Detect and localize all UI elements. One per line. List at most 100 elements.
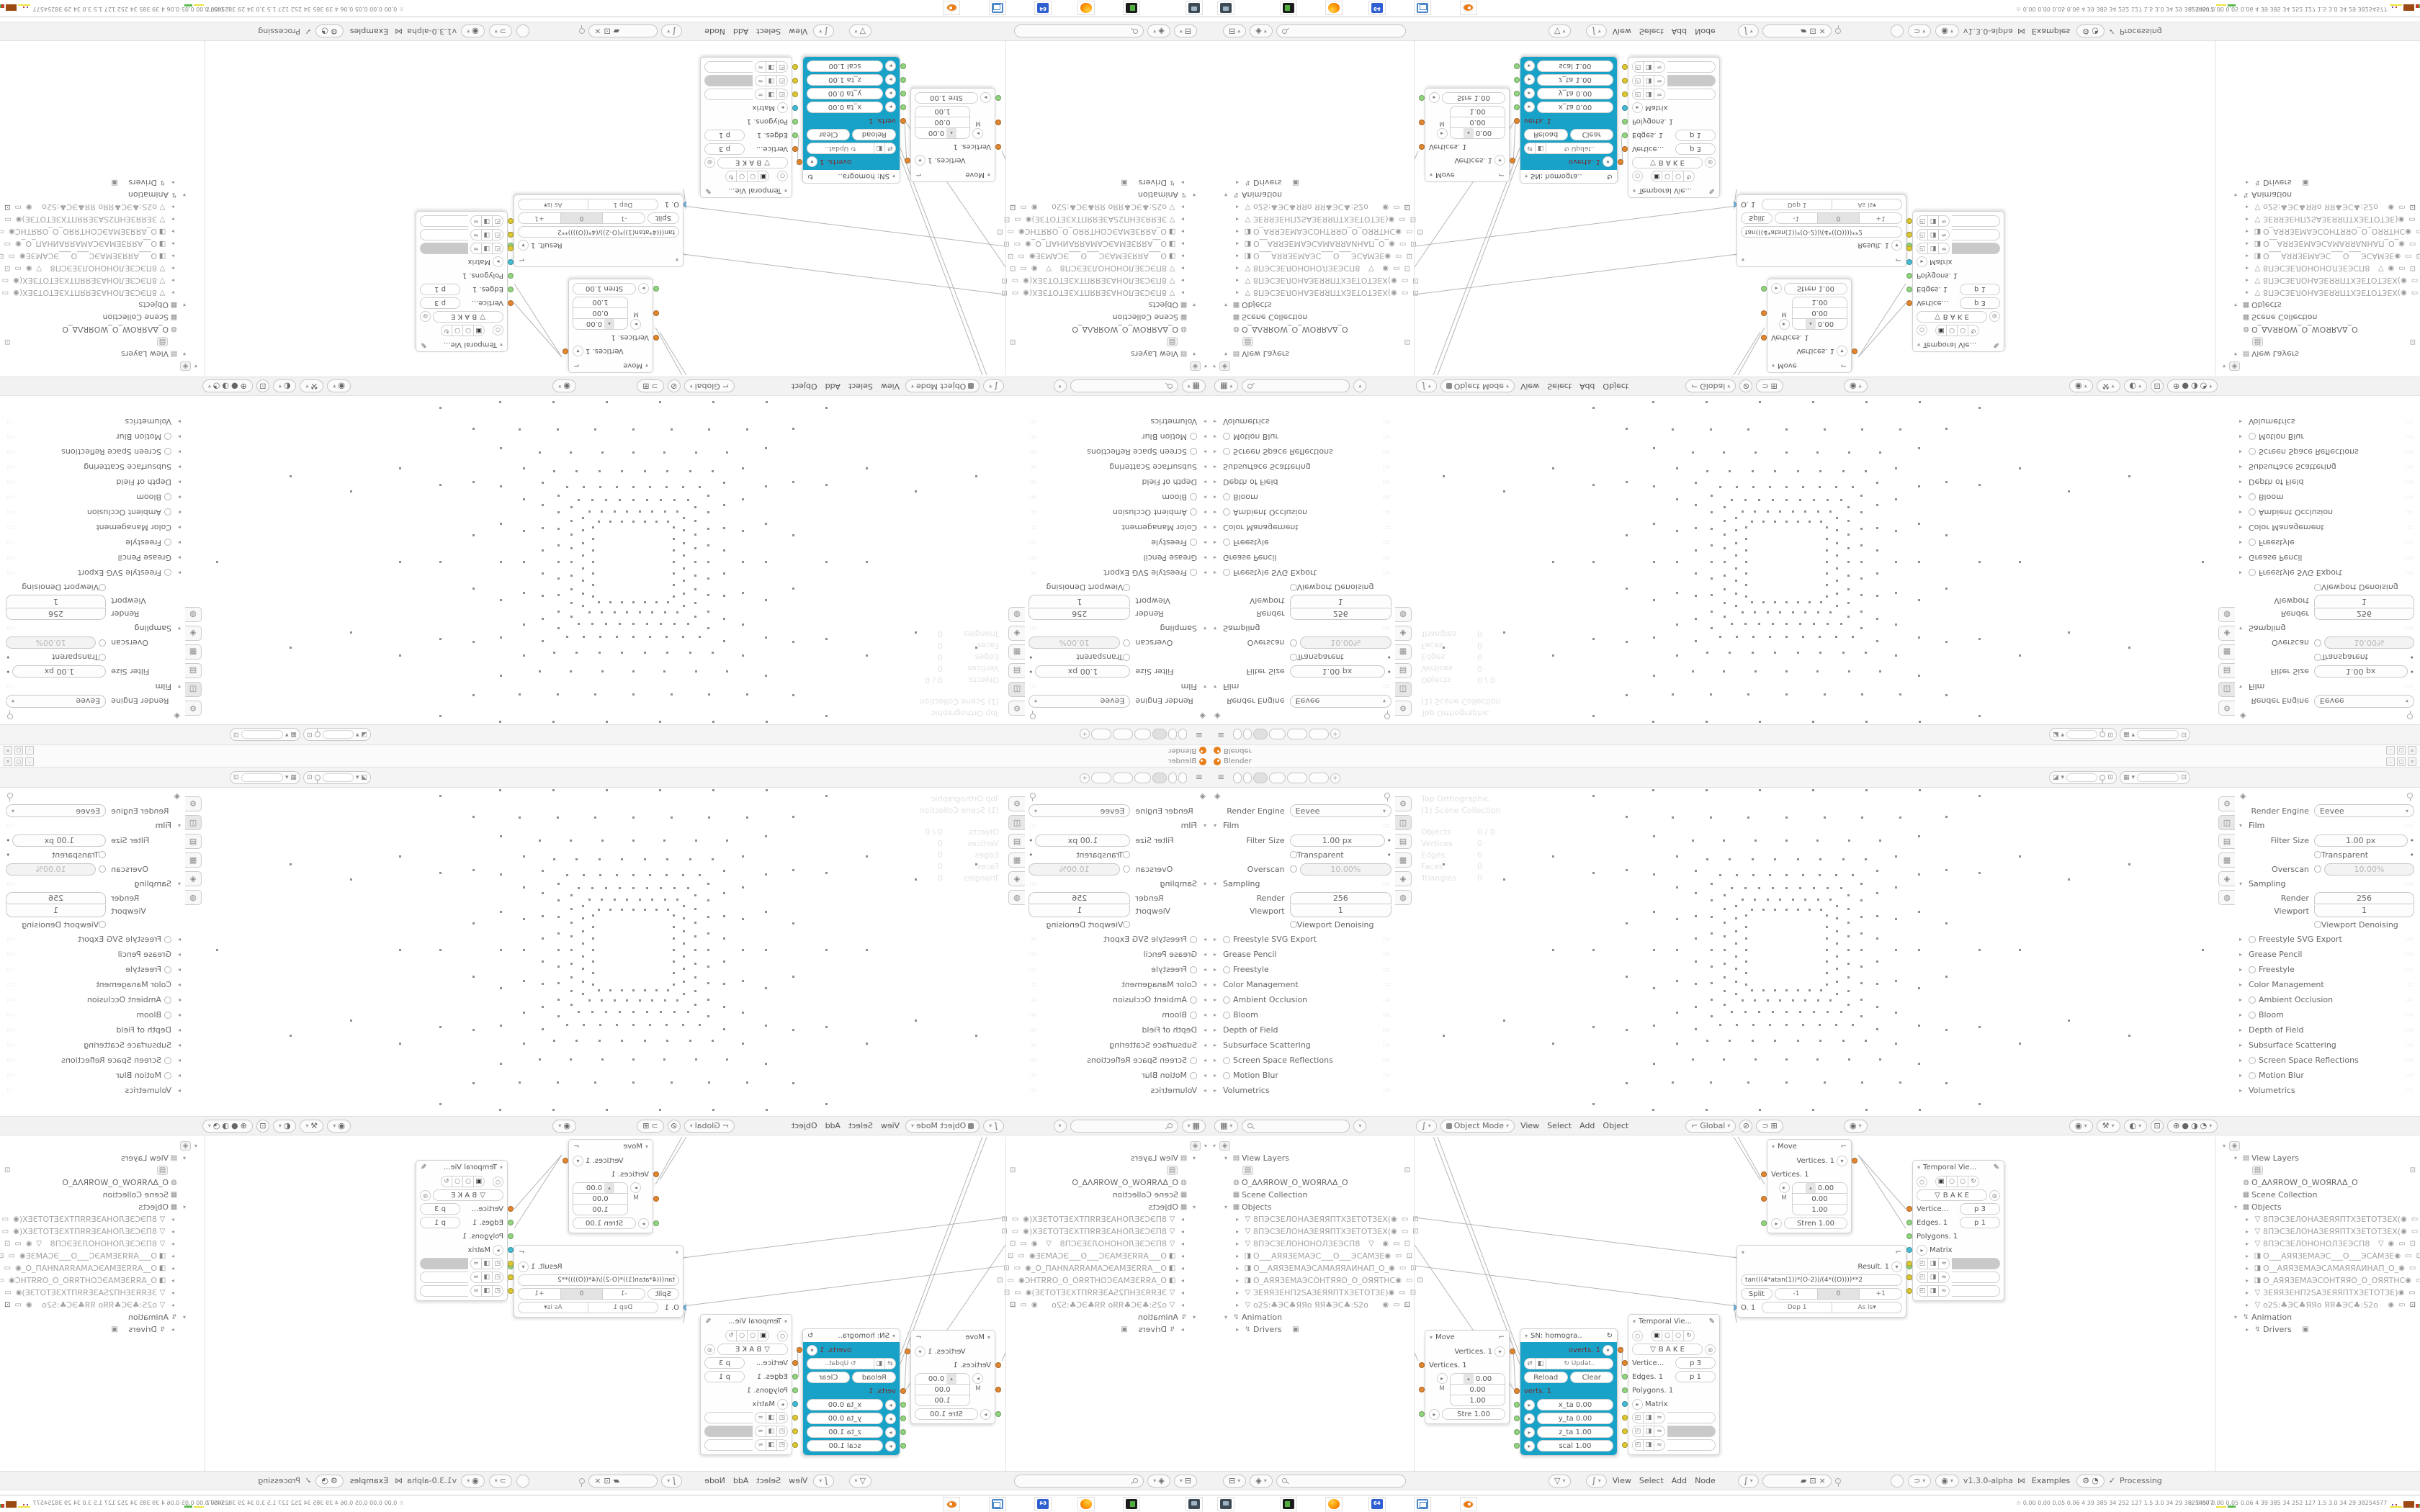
ff-app-icon[interactable]	[1077, 1497, 1095, 1511]
panel-checkbox[interactable]	[164, 1071, 171, 1079]
node-editor-type-button[interactable]: ∫ ▾	[1586, 24, 1607, 38]
brk-app-icon[interactable]	[989, 1, 1006, 15]
collapsed-panel-grease-pencil[interactable]: ▸ Grease Pencil ∷∷	[1029, 553, 1206, 562]
outliner-search-input[interactable]	[1276, 24, 1406, 38]
outliner-row[interactable]: ◍ O_ΔΛЯROW_O_WOЯRΛΔ_O	[2243, 1178, 2358, 1187]
collapsed-panel-freestyle[interactable]: ▸ Freestyle ∷∷	[2239, 965, 2414, 974]
overlays-button[interactable]: ◐ ▾	[2123, 379, 2148, 393]
properties-search-input[interactable]	[1070, 1119, 1178, 1133]
properties-tab-3[interactable]: ▦	[2218, 644, 2235, 660]
sverchok-tools-button[interactable]: ⚙ ◔	[2076, 24, 2105, 38]
properties-search-input[interactable]	[1242, 379, 1350, 393]
outliner-row[interactable]: ◍ O_ΔΛЯROW_O_WOЯRΛΔ_O	[1072, 325, 1187, 334]
menu-add[interactable]: Add	[1671, 27, 1688, 36]
outliner-row[interactable]: ▾ ↯ Animation	[127, 1313, 186, 1322]
properties-tab-2[interactable]: ▤	[2218, 663, 2235, 678]
panel-checkbox[interactable]	[2249, 493, 2256, 501]
viewport-3d[interactable]: Top Orthographic (1) Scene Collection Obje…	[1415, 788, 2215, 1116]
window-titlebar[interactable]: Blender – ▢ ✕	[0, 756, 1210, 768]
system-monitor-applet[interactable]: ☆ 0.00 0.00 0.05 0.06 4 39 385 34 252 12…	[0, 2, 230, 15]
samples-render-field[interactable]: 256	[1289, 608, 1392, 621]
xray-button[interactable]: ⊡	[256, 379, 269, 393]
properties-tab-2[interactable]: ▤	[1395, 834, 1412, 849]
outliner-tree[interactable]: ▾ ◈ ▾ ▤ View Layers ▤ ⊡ ◍ O_ΔΛЯROW_O_WOЯRΛΔ_O ▦ Sc…	[1211, 1140, 1423, 1336]
overscan-checkbox[interactable]	[1289, 639, 1297, 647]
bake-button[interactable]: ▽ B A K E	[433, 311, 503, 323]
node-editor-2[interactable]: ▾ Move ⌐ Vertices. 1 ▾ Vertices. 1 ▸ M ▴ 0.00 0.00…	[1734, 41, 2067, 375]
transparent-checkbox[interactable]	[1289, 851, 1297, 858]
temporal-viewer-node[interactable]: ▾ Temporal Vie... ✎ ○ ▣ ○ ○ ↻ ▽ B A K E ◎ Vertice..…	[1622, 57, 1720, 198]
panel-checkbox[interactable]	[1223, 966, 1230, 973]
outliner-row[interactable]: ▾ ▦ Objects	[1224, 1202, 1272, 1212]
temporal-viewer-node[interactable]: ▾ Temporal Vie... ✎ ○ ▣ ○ ○ ↻ ▽ B A K E ◎ Vertice..…	[700, 1314, 798, 1455]
menu-add[interactable]: Add	[732, 1476, 749, 1485]
panel-checkbox[interactable]	[164, 966, 171, 973]
window-titlebar[interactable]: Blender – ▢ ✕	[0, 744, 1210, 756]
sverchok-circle-button[interactable]	[516, 24, 529, 38]
properties-tab-5[interactable]: ◍	[185, 607, 202, 622]
outliner-row[interactable]: ▾ ▦ Objects	[1148, 300, 1196, 310]
panel-header-film[interactable]: ▾ Film ∷∷	[1214, 682, 1391, 691]
snap-button[interactable]: ⊃ ⊞	[637, 1119, 664, 1133]
samples-viewport-field[interactable]: 1	[1289, 595, 1392, 608]
panel-checkbox[interactable]	[1223, 448, 1230, 456]
collapsed-panel-bloom[interactable]: ▸ Bloom ∷∷	[1029, 1010, 1206, 1020]
properties-editor-type-button[interactable]: ▦ ▾	[1181, 379, 1206, 393]
pin-icon[interactable]	[7, 714, 13, 719]
samples-render-field[interactable]: 256	[1028, 891, 1131, 904]
workspace-tab[interactable]	[1091, 729, 1111, 739]
filter-size-field[interactable]: 1.00 px	[2313, 834, 2408, 847]
panel-checkbox[interactable]	[164, 1056, 171, 1064]
collapsed-panel-freestyle[interactable]: ▸ Freestyle ∷∷	[6, 538, 181, 547]
properties-tab-1[interactable]: ◫	[185, 815, 202, 830]
properties-tab-1[interactable]: ◫	[1008, 682, 1025, 697]
outliner-display-button[interactable]: ◈ ▾	[1147, 1474, 1170, 1488]
outliner-tree[interactable]: ▾ ◈ ▾ ▤ View Layers ▤ ⊡ ◍ O_ΔΛЯROW_O_WOЯRΛΔ_O ▦ Sc…	[997, 176, 1209, 372]
pin-icon[interactable]	[2407, 714, 2413, 719]
node-editor-1[interactable]: ▾ Move ⌐ Vertices. 1 ▾ Vertices. 1 ▸ M ▴ 0.00 0.00…	[677, 1137, 1005, 1471]
collapsed-panel-bloom[interactable]: ▸ Bloom ∷∷	[6, 1010, 181, 1020]
collapsed-panel-freestyle-svg-export[interactable]: ▸ Freestyle SVG Export ∷∷	[6, 935, 181, 944]
workspace-tab[interactable]	[1287, 729, 1307, 739]
scene-field[interactable]	[322, 730, 354, 739]
outliner-row[interactable]: ▸▽ЗЕЯЯЗЕНП2SАЗЕЯЯПТХЗЕТОТЗЕ)◉▭⊡	[0, 215, 174, 224]
properties-tab-1[interactable]: ◫	[2218, 682, 2235, 697]
workspace-tabs[interactable]: +	[1233, 773, 1340, 783]
panel-checkbox[interactable]	[2249, 1011, 2256, 1019]
panel-checkbox[interactable]	[2249, 966, 2256, 973]
menu-node[interactable]: Node	[1695, 1476, 1716, 1485]
properties-tabs[interactable]: ⚙ ◫ ▤ ▦ ◈ ◍	[2218, 796, 2235, 905]
temporal-viewer-node[interactable]: ▾ Temporal Vie... ✎ ○ ▣ ○ ○ ↻ ▽ B A K E ◎ Vertice..…	[416, 1160, 514, 1301]
shot-app-icon[interactable]	[1186, 1497, 1203, 1511]
viewport-3d[interactable]: Top Orthographic (1) Scene Collection Obje…	[205, 396, 1005, 724]
menu-view[interactable]: View	[880, 382, 900, 391]
viewport-editor-type-button[interactable]: ∫ ▾	[1416, 1119, 1437, 1133]
outliner-row[interactable]: ▦ Scene Collection	[1112, 312, 1188, 322]
collapsed-panel-freestyle-svg-export[interactable]: ▸ Freestyle SVG Export ∷∷	[1214, 935, 1391, 944]
term-app-icon[interactable]	[1123, 1, 1140, 15]
close-button[interactable]: ✕	[4, 757, 12, 766]
collapsed-panel-motion-blur[interactable]: ▸ Motion Blur ∷∷	[1214, 1071, 1391, 1080]
snap-button[interactable]: ⊃ ⊞	[1756, 1119, 1783, 1133]
collapsed-panel-subsurface-scattering[interactable]: ▸ Subsurface Scattering ∷∷	[2239, 1040, 2414, 1050]
outliner-row[interactable]: ▤ ⊡	[1007, 336, 1209, 348]
collapsed-panel-volumetrics[interactable]: ▸ Volumetrics ∷∷	[1214, 1086, 1391, 1095]
properties-tab-5[interactable]: ◍	[1395, 890, 1412, 905]
move-node[interactable]: ▾ Move ⌐ Vertices. 1 ▾ Vertices. 1 ▸ M ▴ 0.00 0.00…	[563, 1139, 659, 1233]
outliner-tree[interactable]: ▾ ◈ ▾ ▤ View Layers ▤ ⊡ ◍ O_ΔΛЯROW_O_WOЯRΛΔ_O ▦ Sc…	[0, 1140, 199, 1336]
outliner-row[interactable]: ▤ ⊡	[2221, 336, 2419, 348]
window-titlebar[interactable]: Blender – ▢ ✕	[1210, 744, 2420, 756]
panel-checkbox[interactable]	[1190, 1071, 1197, 1079]
visibility-button[interactable]: ◉ ▾	[327, 1119, 351, 1133]
clear-button[interactable]: Clear	[807, 1372, 851, 1383]
outliner-row[interactable]: ▸◨О___АЯЯЗЕМАЭС___О___ЭСАМЗЕ◉▭⊡	[1236, 251, 1412, 261]
examples-menu[interactable]: Examples	[349, 1476, 389, 1485]
outliner-search-input[interactable]	[1014, 24, 1144, 38]
properties-tab-3[interactable]: ▦	[185, 644, 202, 660]
node-editor-1[interactable]: ▾ Move ⌐ Vertices. 1 ▾ Vertices. 1 ▸ M ▴ 0.00 0.00…	[1415, 41, 1743, 375]
examples-menu[interactable]: Examples	[349, 27, 389, 36]
outliner-row[interactable]: ▸▽ЗЕЯЯЗЕНП2SАЗЕЯЯПТХЗЕТОТЗЕ)◉▭⊡	[1236, 1288, 1417, 1297]
collapsed-panel-grease-pencil[interactable]: ▸ Grease Pencil ∷∷	[2239, 950, 2414, 959]
properties-tab-3[interactable]: ▦	[1395, 644, 1412, 660]
panel-checkbox[interactable]	[1223, 493, 1230, 501]
